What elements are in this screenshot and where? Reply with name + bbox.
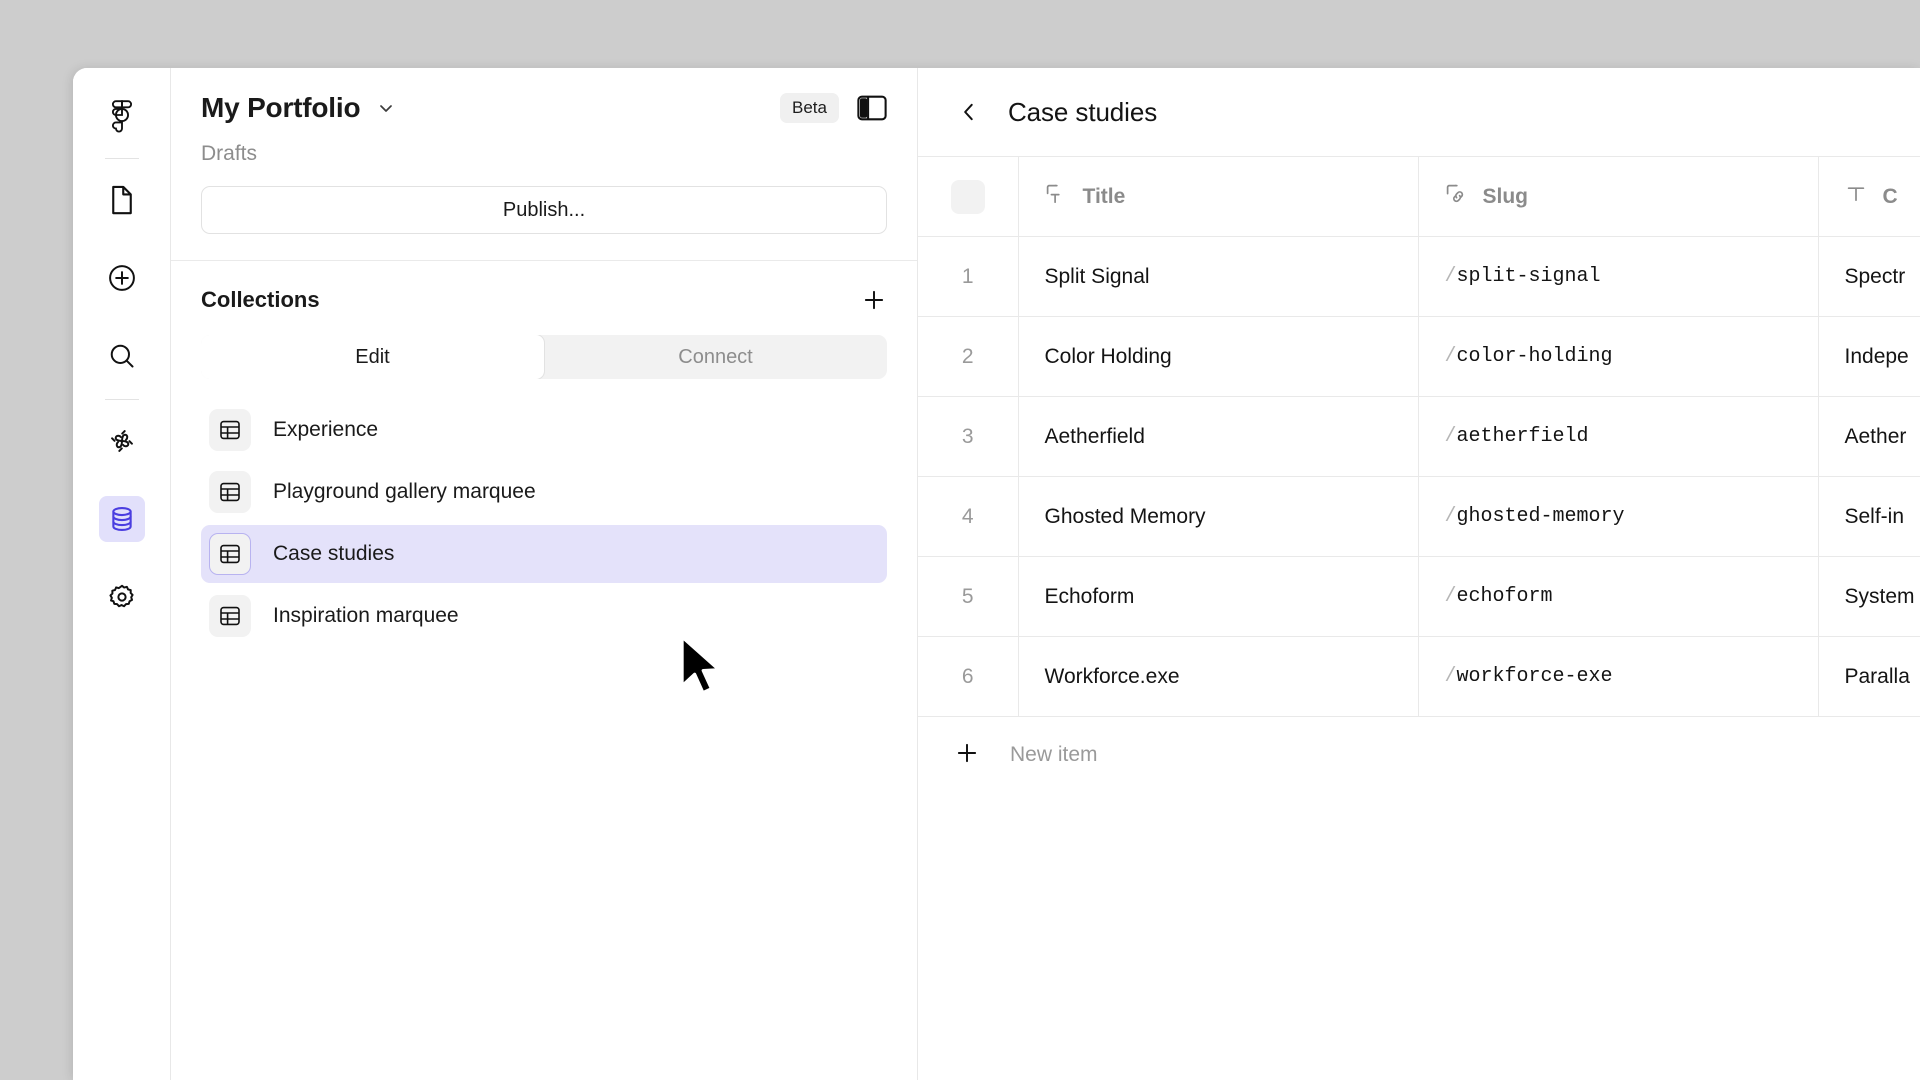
text-field-icon bbox=[1045, 183, 1067, 210]
sidebar-item-playground-gallery-marquee[interactable]: Playground gallery marquee bbox=[201, 463, 887, 521]
sidebar-item-label: Case studies bbox=[273, 542, 395, 565]
icon-rail bbox=[73, 68, 171, 1080]
cell-title[interactable]: Ghosted Memory bbox=[1018, 476, 1419, 557]
panel-body: Collections Edit Connect bbox=[171, 261, 917, 649]
panel-header: My Portfolio Beta bbox=[171, 68, 917, 261]
text-type-icon bbox=[1845, 183, 1867, 210]
sidebar-item-label: Inspiration marquee bbox=[273, 604, 459, 627]
panel-layout-icon[interactable] bbox=[857, 95, 887, 121]
items-table: Title bbox=[918, 156, 1920, 717]
collections-panel: My Portfolio Beta bbox=[171, 68, 918, 1080]
cell-third[interactable]: Indepe bbox=[1818, 316, 1920, 397]
beta-badge: Beta bbox=[780, 93, 839, 123]
column-label: C bbox=[1882, 184, 1898, 208]
row-number: 3 bbox=[918, 396, 1019, 477]
row-number: 5 bbox=[918, 556, 1019, 637]
tab-edit[interactable]: Edit bbox=[201, 335, 545, 379]
cell-title[interactable]: Workforce.exe bbox=[1018, 636, 1419, 717]
column-label: Title bbox=[1082, 184, 1126, 208]
cell-title[interactable]: Echoform bbox=[1018, 556, 1419, 637]
cell-third[interactable]: Self-in bbox=[1818, 476, 1920, 557]
row-number: 6 bbox=[918, 636, 1019, 717]
sidebar-item-experience[interactable]: Experience bbox=[201, 401, 887, 459]
main-header: Case studies bbox=[918, 68, 1920, 156]
table-row[interactable]: 4 Ghosted Memory /ghosted-memory Self-in bbox=[918, 476, 1920, 557]
add-collection-plus-icon[interactable] bbox=[861, 287, 887, 313]
search-icon[interactable] bbox=[99, 333, 145, 379]
rail-divider-2 bbox=[104, 399, 139, 400]
tab-connect[interactable]: Connect bbox=[678, 345, 753, 368]
table-row[interactable]: 1 Split Signal /split-signal Spectr bbox=[918, 236, 1920, 317]
drafts-label: Drafts bbox=[201, 142, 258, 165]
column-header-third[interactable]: C bbox=[1818, 156, 1920, 237]
row-number: 4 bbox=[918, 476, 1019, 557]
table-icon bbox=[209, 533, 251, 575]
plus-circle-icon[interactable] bbox=[99, 255, 145, 301]
collections-list: Experience Playground gallery marquee bbox=[201, 401, 887, 645]
cell-slug[interactable]: /color-holding bbox=[1418, 316, 1819, 397]
table-icon bbox=[209, 409, 251, 451]
collection-title: Case studies bbox=[1008, 96, 1158, 127]
table-row[interactable]: 3 Aetherfield /aetherfield Aether bbox=[918, 396, 1920, 477]
sidebar-item-label: Experience bbox=[273, 418, 379, 441]
table-header-row: Title bbox=[918, 156, 1920, 237]
cell-slug[interactable]: /echoform bbox=[1418, 556, 1819, 637]
new-item-label: New item bbox=[1010, 743, 1098, 766]
collections-heading: Collections bbox=[201, 287, 320, 312]
sidebar-item-label: Playground gallery marquee bbox=[273, 480, 536, 503]
row-number: 1 bbox=[918, 236, 1019, 317]
file-icon[interactable] bbox=[99, 177, 145, 223]
cell-third[interactable]: Aether bbox=[1818, 396, 1920, 477]
plus-icon bbox=[954, 740, 980, 771]
publish-button[interactable]: Publish... bbox=[201, 186, 887, 234]
select-all-checkbox[interactable] bbox=[918, 156, 1019, 237]
chevron-left-icon[interactable] bbox=[952, 95, 986, 129]
cell-third[interactable]: Paralla bbox=[1818, 636, 1920, 717]
cell-slug[interactable]: /ghosted-memory bbox=[1418, 476, 1819, 557]
column-header-slug[interactable]: Slug bbox=[1418, 156, 1819, 237]
figma-logo-icon[interactable] bbox=[99, 92, 145, 138]
cell-slug[interactable]: /split-signal bbox=[1418, 236, 1819, 317]
table-icon bbox=[209, 471, 251, 513]
database-icon[interactable] bbox=[98, 496, 145, 542]
column-header-title[interactable]: Title bbox=[1018, 156, 1419, 237]
column-label: Slug bbox=[1482, 184, 1529, 208]
main-content: Case studies bbox=[918, 68, 1920, 1080]
page-title: My Portfolio bbox=[201, 92, 361, 123]
sidebar-item-inspiration-marquee[interactable]: Inspiration marquee bbox=[201, 587, 887, 645]
plugins-icon[interactable] bbox=[99, 418, 145, 464]
cell-slug[interactable]: /workforce-exe bbox=[1418, 636, 1819, 717]
cell-title[interactable]: Split Signal bbox=[1018, 236, 1419, 317]
mode-segmented-control: Edit Connect bbox=[201, 335, 887, 379]
chevron-down-icon[interactable] bbox=[376, 98, 396, 118]
cell-title[interactable]: Color Holding bbox=[1018, 316, 1419, 397]
cell-slug[interactable]: /aetherfield bbox=[1418, 396, 1819, 477]
table-row[interactable]: 6 Workforce.exe /workforce-exe Paralla bbox=[918, 636, 1920, 717]
table-body: 1 Split Signal /split-signal Spectr 2 Co… bbox=[918, 236, 1920, 717]
new-item-button[interactable]: New item bbox=[918, 717, 1920, 793]
cell-title[interactable]: Aetherfield bbox=[1018, 396, 1419, 477]
table-row[interactable]: 5 Echoform /echoform System bbox=[918, 556, 1920, 637]
app-window: My Portfolio Beta bbox=[73, 68, 1920, 1080]
row-number: 2 bbox=[918, 316, 1019, 397]
sidebar-item-case-studies[interactable]: Case studies bbox=[201, 525, 887, 583]
table-row[interactable]: 2 Color Holding /color-holding Indepe bbox=[918, 316, 1920, 397]
gear-icon[interactable] bbox=[99, 574, 145, 620]
cell-third[interactable]: System bbox=[1818, 556, 1920, 637]
cell-third[interactable]: Spectr bbox=[1818, 236, 1920, 317]
rail-divider-1 bbox=[104, 158, 139, 159]
table-icon bbox=[209, 595, 251, 637]
link-field-icon bbox=[1445, 183, 1467, 210]
